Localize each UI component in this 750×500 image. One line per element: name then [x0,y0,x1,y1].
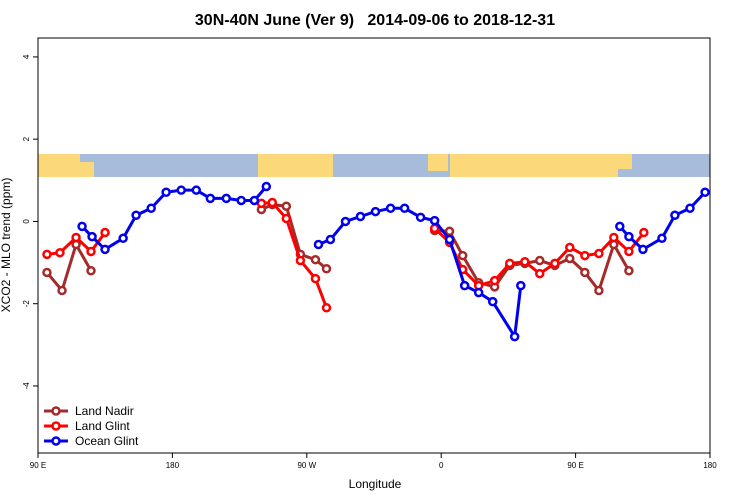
data-point [100,227,110,238]
data-point [444,226,455,237]
x-tick-label: 90 E [30,461,46,470]
data-point [609,232,619,243]
legend-label: Land Nadir [75,404,134,418]
data-point [57,285,67,296]
data-point [385,203,396,214]
data-point [489,275,500,286]
legend-label: Land Glint [75,419,130,433]
data-point [77,221,87,232]
data-point [509,331,520,342]
data-point [657,233,667,244]
data-point [321,263,332,274]
data-point [638,244,648,255]
x-tick-label: 180 [166,461,180,470]
data-point [535,255,545,266]
data-point [700,187,710,197]
y-tick-label: -4 [22,382,31,390]
x-axis-label: Longitude [349,477,402,491]
data-point [624,231,634,242]
data-point [191,185,202,195]
data-point [520,256,530,267]
x-tick-label: 90 W [297,461,316,470]
data-point [516,280,526,291]
data-point [281,201,292,211]
legend-marker [51,436,61,446]
data-point [118,233,128,244]
x-tick-label: 90 E [567,461,583,470]
y-axis-label: XCO2 - MLO trend (ppm) [0,178,13,313]
data-point [504,258,515,269]
data-point [42,249,52,260]
y-tick-label: 2 [22,136,31,141]
data-point [205,193,216,204]
data-point [624,246,634,257]
data-point [550,258,560,269]
data-point [444,234,455,245]
data-point [146,203,156,214]
data-point [624,266,634,276]
data-point [565,253,575,264]
data-point [42,267,52,278]
data-point [565,242,575,253]
data-point [457,250,468,261]
data-point [176,185,186,195]
data-point [261,181,272,192]
data-point [87,231,97,242]
data-point [161,187,171,197]
data-point [580,250,590,261]
data-point [670,210,680,221]
legend-label: Ocean Glint [75,434,139,448]
data-point [429,215,440,226]
data-point [535,268,545,279]
data-point [221,193,232,204]
data-point [310,273,321,284]
plot-frame [37,37,711,454]
data-point [295,255,306,266]
data-point [399,203,410,214]
data-point [321,303,332,313]
data-point [131,210,141,221]
data-point [310,254,321,265]
x-tick-label: 180 [703,461,717,470]
data-point [236,195,246,206]
data-point [355,211,366,222]
y-tick-label: 0 [22,219,31,224]
map-band [38,154,710,177]
data-point [370,206,381,217]
data-point [580,267,590,278]
data-point [615,221,625,232]
data-point [281,213,292,224]
legend-marker [51,421,61,431]
x-tick-label: 0 [439,461,444,470]
data-point [55,247,65,258]
data-point [86,266,96,276]
data-point [594,285,604,296]
data-point [459,280,470,291]
data-point [594,248,604,259]
data-point [340,216,351,227]
data-point [100,244,110,255]
data-point [639,227,649,238]
y-tick-label: -2 [22,300,31,308]
data-point [249,195,260,206]
data-point [325,234,336,245]
data-point [267,197,278,208]
data-point [473,287,484,298]
data-point [313,239,324,250]
data-point [487,296,498,307]
y-tick-label: 4 [22,54,31,59]
data-point [685,203,695,214]
data-point [415,212,426,223]
legend-marker [51,406,61,416]
data-point [71,232,81,243]
chart-title: 30N-40N June (Ver 9) 2014-09-06 to 2018-… [195,12,555,29]
data-point [86,246,96,257]
